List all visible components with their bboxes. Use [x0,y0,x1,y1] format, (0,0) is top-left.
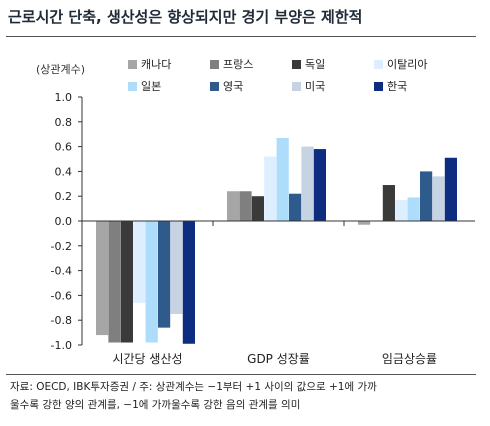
legend-item-italy: 이탈리아 [374,56,427,72]
bar [395,199,408,221]
legend-label: 독일 [305,58,326,71]
source-divider [6,374,476,375]
bar [96,221,109,336]
y-tick-label: -0.8 [51,314,72,327]
bar [227,191,240,221]
bar [407,197,420,221]
legend-item-france: 프랑스 [210,56,253,72]
legend-label: 한국 [387,80,408,93]
legend-label: 이탈리아 [387,58,428,71]
legend-item-usa: 미국 [292,78,325,94]
legend-item-canada: 캐나다 [128,56,171,72]
x-tick-label: 시간당 생산성 [112,352,182,366]
y-tick-label: -0.4 [51,265,72,278]
bar [313,149,326,221]
bar [239,191,252,221]
y-tick-label: 0.2 [55,190,73,203]
legend-swatch [210,59,219,69]
legend-item-korea: 한국 [374,78,407,94]
legend-swatch [292,81,301,91]
bar [182,221,195,344]
bar [432,176,445,221]
bar [444,157,457,221]
title-divider [6,36,476,37]
y-tick-label: 0.4 [55,165,73,178]
bar [420,171,433,221]
y-axis-label: (상관계수) [36,63,86,76]
legend-label: 캐나다 [141,58,172,71]
bar [158,221,171,328]
legend-item-germany: 독일 [292,56,325,72]
chart-title: 근로시간 단축, 생산성은 향상되지만 경기 부양은 제한적 [8,8,363,26]
y-tick-label: -1.0 [51,339,72,352]
x-tick-label: GDP 성장률 [247,352,310,366]
legend-swatch [374,59,383,69]
legend-swatch [128,59,137,69]
legend-swatch [128,81,137,91]
legend-label: 프랑스 [223,58,254,71]
y-tick-label: 0.6 [55,141,73,154]
y-tick-label: -0.6 [51,289,72,302]
bar [382,185,395,221]
legend-label: 일본 [141,80,162,93]
legend-label: 영국 [223,80,244,93]
legend-swatch [374,81,383,91]
bar [276,137,289,221]
source-line-2: 울수록 강한 양의 관계를, −1에 가까울수록 강한 음의 관계를 의미 [10,399,301,411]
bar [170,221,183,314]
legend-item-japan: 일본 [128,78,161,94]
x-tick-label: 임금상승률 [382,352,437,366]
legend-item-uk: 영국 [210,78,243,94]
bar [108,221,121,343]
y-tick-label: -0.2 [51,240,72,253]
bar [120,221,133,343]
bar [289,193,302,221]
bar [251,196,264,221]
legend-swatch [292,59,301,69]
y-tick-label: 0.0 [55,215,73,228]
y-tick-label: 0.8 [55,116,73,129]
source-line-1: 자료: OECD, IBK투자증권 / 주: 상관계수는 −1부터 +1 사이의… [10,381,377,393]
legend-swatch [210,81,219,91]
source-note: 자료: OECD, IBK투자증권 / 주: 상관계수는 −1부터 +1 사이의… [10,378,480,414]
bar [133,221,146,303]
bar [145,221,158,343]
bar [358,221,371,225]
legend-label: 미국 [305,80,326,93]
bar [301,146,314,221]
bar [264,156,277,221]
y-tick-label: 1.0 [55,91,73,104]
